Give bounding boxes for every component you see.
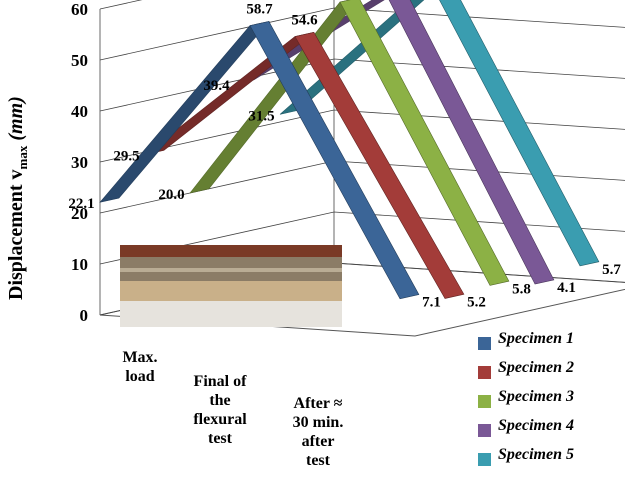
ribbon-segment (294, 31, 465, 299)
legend-swatch (478, 366, 491, 379)
legend-item: Specimen 2 (478, 359, 618, 388)
y-tick-label: 50 (71, 51, 88, 70)
series-layer (99, 0, 600, 300)
y-tick-label: 40 (71, 102, 88, 121)
legend-label: Specimen 3 (498, 388, 574, 405)
ribbon-segment (388, 0, 555, 285)
legend-swatch (478, 424, 491, 437)
data-label: 5.2 (467, 294, 486, 310)
data-label: 20.0 (158, 187, 184, 203)
ribbon-segment (99, 20, 270, 203)
legend-label: Specimen 2 (498, 359, 574, 376)
y-tick-label: 10 (71, 255, 88, 274)
data-label: 22.1 (68, 196, 94, 212)
photo-layer-stripe (120, 268, 342, 272)
data-label: 4.1 (557, 280, 576, 296)
data-label: 29.5 (113, 148, 139, 164)
legend-swatch (478, 395, 491, 408)
y-tick-label: 20 (71, 204, 88, 223)
gridline (99, 58, 625, 112)
series-ribbon-1 (99, 20, 420, 300)
legend-label: Specimen 1 (498, 330, 574, 347)
data-label: 5.7 (602, 262, 621, 278)
legend-item: Specimen 5 (478, 446, 618, 475)
legend-item: Specimen 1 (478, 330, 618, 359)
data-label-layer: 31.559.45.739.459.44.120.059.45.829.554.… (68, 2, 621, 311)
photo-core-layer (120, 281, 342, 301)
ribbon-segment (249, 21, 420, 300)
data-label: 58.7 (246, 2, 273, 18)
photo-base (120, 301, 342, 327)
legend-swatch (478, 453, 491, 466)
ribbon-segment (279, 0, 425, 115)
x-category-after-30min: After ≈ 30 min. after test (292, 395, 344, 469)
ribbon-segment (439, 0, 600, 267)
legend-item: Specimen 4 (478, 417, 618, 446)
data-label: 31.5 (248, 108, 274, 124)
data-label: 39.4 (203, 78, 230, 94)
series-ribbon-4 (234, 0, 555, 285)
series-ribbon-5 (279, 0, 600, 267)
y-tick-label: 30 (71, 153, 88, 172)
legend-swatch (478, 337, 491, 350)
data-label: 7.1 (422, 295, 441, 311)
legend-label: Specimen 5 (498, 446, 574, 463)
y-tick-layer: 0 10 20 30 40 50 60 (71, 0, 88, 325)
y-axis-title: Displacement vmax (mm) (5, 96, 30, 300)
legend: Specimen 1 Specimen 2 Specimen 3 Specimen 4… (478, 330, 618, 475)
legend-item: Specimen 3 (478, 388, 618, 417)
legend-label: Specimen 4 (498, 417, 574, 434)
y-tick-label: 60 (71, 0, 88, 19)
x-category-max-load: Max. load (122, 349, 158, 385)
y-tick-label: 0 (80, 306, 89, 325)
ribbon-segment (339, 0, 510, 286)
data-label: 5.8 (512, 281, 531, 297)
photo-top-band (120, 245, 342, 257)
data-label: 54.6 (291, 12, 318, 28)
x-category-final-flexural: Final of the flexural test (193, 373, 247, 447)
specimen-photo (120, 245, 342, 327)
